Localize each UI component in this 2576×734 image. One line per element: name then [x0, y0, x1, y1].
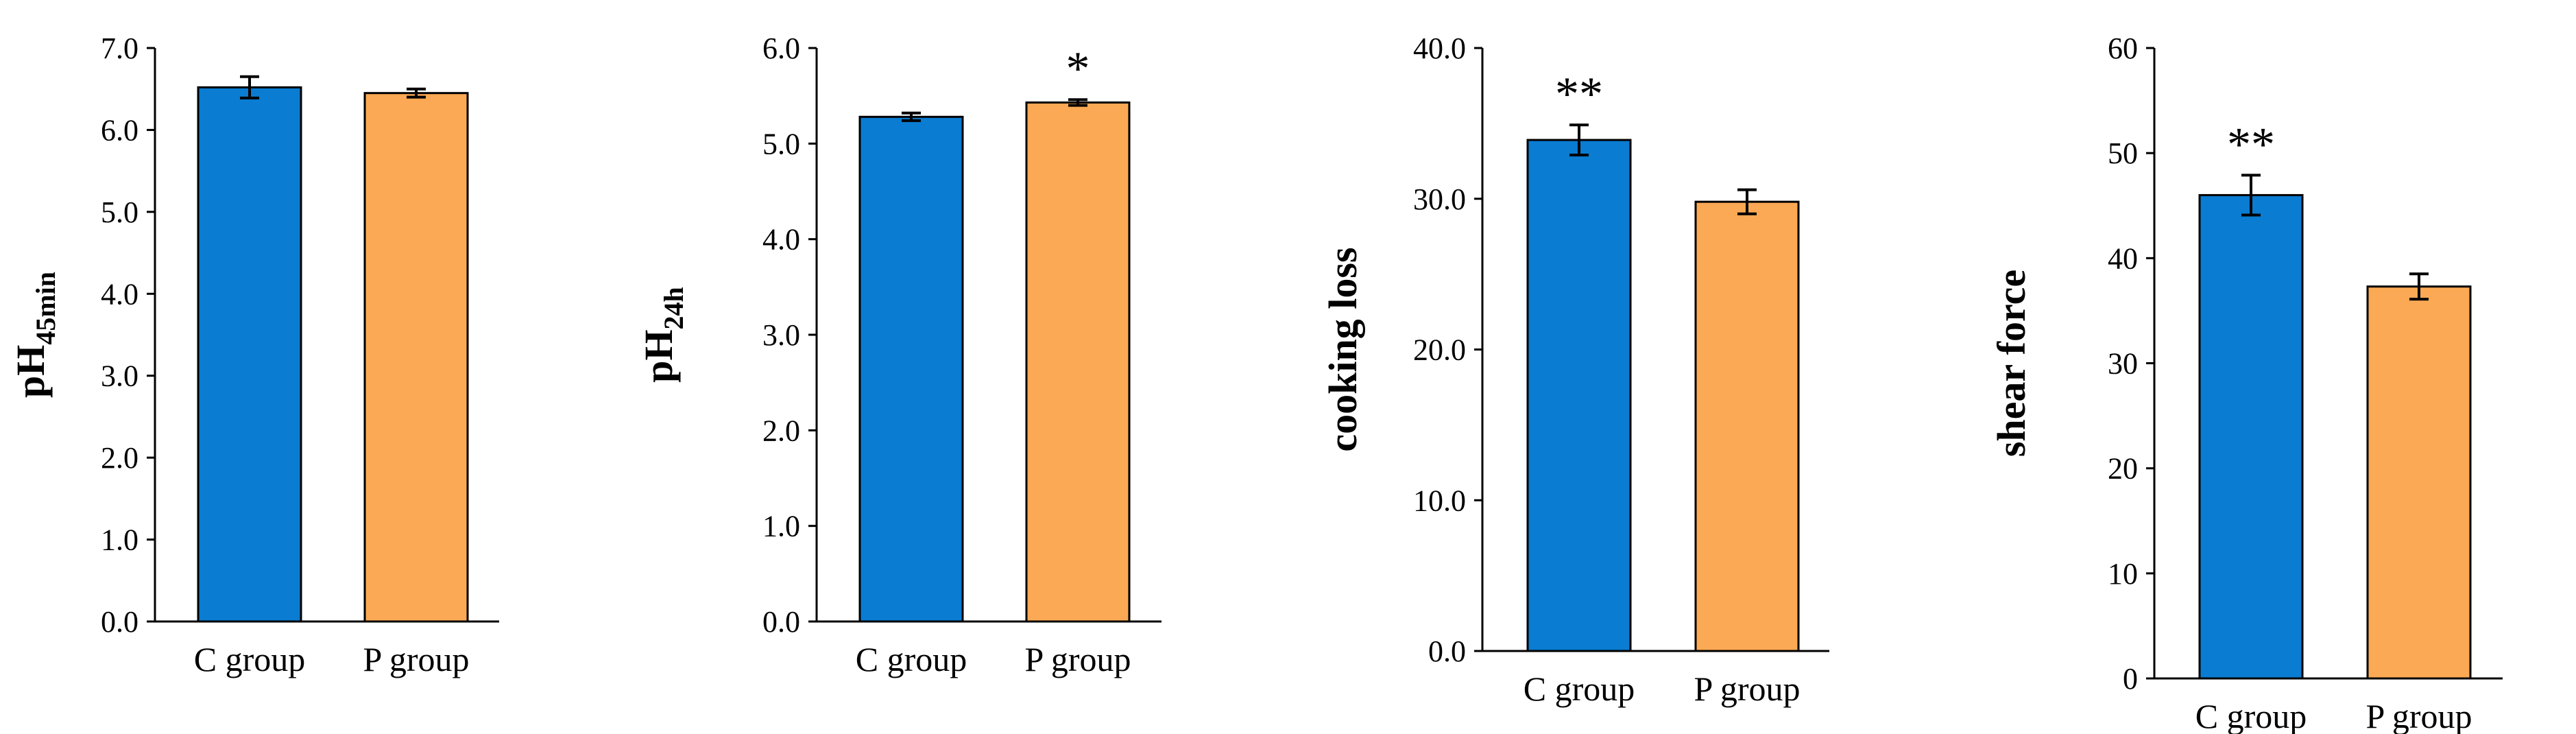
y-tick-label: 20: [2108, 452, 2138, 486]
x-category-label: P group: [1694, 670, 1800, 708]
x-category-label: P group: [2366, 697, 2472, 734]
y-tick-label: 50: [2108, 137, 2138, 170]
chart-panel-1: 0.0 1.0 2.0 3.0 4.0 5.0 6.0 7.0 C group P group pH…: [8, 32, 499, 678]
bar-p-group: [1025, 101, 1131, 623]
x-category-label: C group: [2195, 697, 2307, 734]
bar-c-group: [197, 86, 302, 623]
y-tick-label: 5.0: [101, 196, 139, 229]
y-tick-label: 10.0: [1413, 484, 1466, 517]
y-axis-label-main: pH: [8, 345, 53, 398]
chart-panel-4: 0 10 20 30 40 50 60 ** C group P group shear force: [1989, 32, 2503, 734]
y-axis-label-main: pH: [636, 329, 681, 382]
y-tick-label: 10: [2108, 557, 2138, 591]
y-tick-label: 2.0: [762, 414, 800, 447]
y-tick-label: 30.0: [1413, 182, 1466, 216]
y-tick-label: 1.0: [101, 523, 139, 557]
chart-panel-3: 0.0 10.0 20.0 30.0 40.0 ** C group P group cooki…: [1321, 32, 1829, 708]
y-axis-label: cooking loss: [1321, 247, 1365, 451]
y-tick-label: 20.0: [1413, 333, 1466, 367]
y-tick-label: 4.0: [101, 277, 139, 311]
x-category-label: C group: [856, 640, 967, 678]
y-axis-label-subscript: 45min: [30, 272, 61, 345]
bar-p-group: [2366, 285, 2472, 680]
y-tick-label: 6.0: [762, 32, 800, 65]
y-tick-label: 3.0: [762, 318, 800, 352]
y-axis-label: shear force: [1989, 270, 2034, 457]
bar-p-group: [363, 92, 469, 623]
bar-p-group: [1694, 200, 1800, 652]
y-tick-label: 60: [2108, 32, 2138, 65]
y-tick-label: 6.0: [101, 113, 139, 147]
y-axis-label: pH24h: [636, 287, 689, 383]
x-category-label: P group: [363, 640, 469, 678]
y-axis-label-subscript: 24h: [658, 287, 689, 329]
y-axis-label: pH45min: [8, 272, 61, 398]
x-category-label: C group: [194, 640, 306, 678]
y-tick-label: 0.0: [762, 605, 800, 639]
y-tick-label: 30: [2108, 347, 2138, 381]
y-axis-label-main: shear force: [1989, 270, 2034, 457]
y-tick-label: 1.0: [762, 510, 800, 543]
bar-c-group: [1526, 139, 1632, 652]
y-tick-label: 0.0: [101, 605, 139, 639]
y-tick-label: 4.0: [762, 223, 800, 257]
x-category-label: P group: [1024, 640, 1131, 678]
significance-marker: *: [1066, 43, 1090, 95]
significance-marker: **: [2227, 118, 2275, 171]
y-tick-label: 2.0: [101, 441, 139, 475]
x-category-label: C group: [1524, 670, 1635, 708]
y-tick-label: 0.0: [1428, 635, 1466, 668]
y-axis-label-main: cooking loss: [1321, 247, 1365, 451]
y-tick-label: 40.0: [1413, 32, 1466, 65]
bar-c-group: [2198, 193, 2304, 680]
y-tick-label: 40: [2108, 241, 2138, 275]
bar-c-group: [858, 115, 964, 623]
chart-panel-2: 0.0 1.0 2.0 3.0 4.0 5.0 6.0 C group * P group pH24…: [636, 32, 1161, 678]
y-tick-label: 5.0: [762, 127, 800, 161]
significance-marker: **: [1555, 68, 1603, 121]
y-tick-label: 7.0: [101, 32, 139, 65]
y-tick-label: 0: [2123, 662, 2138, 696]
y-tick-label: 3.0: [101, 359, 139, 393]
